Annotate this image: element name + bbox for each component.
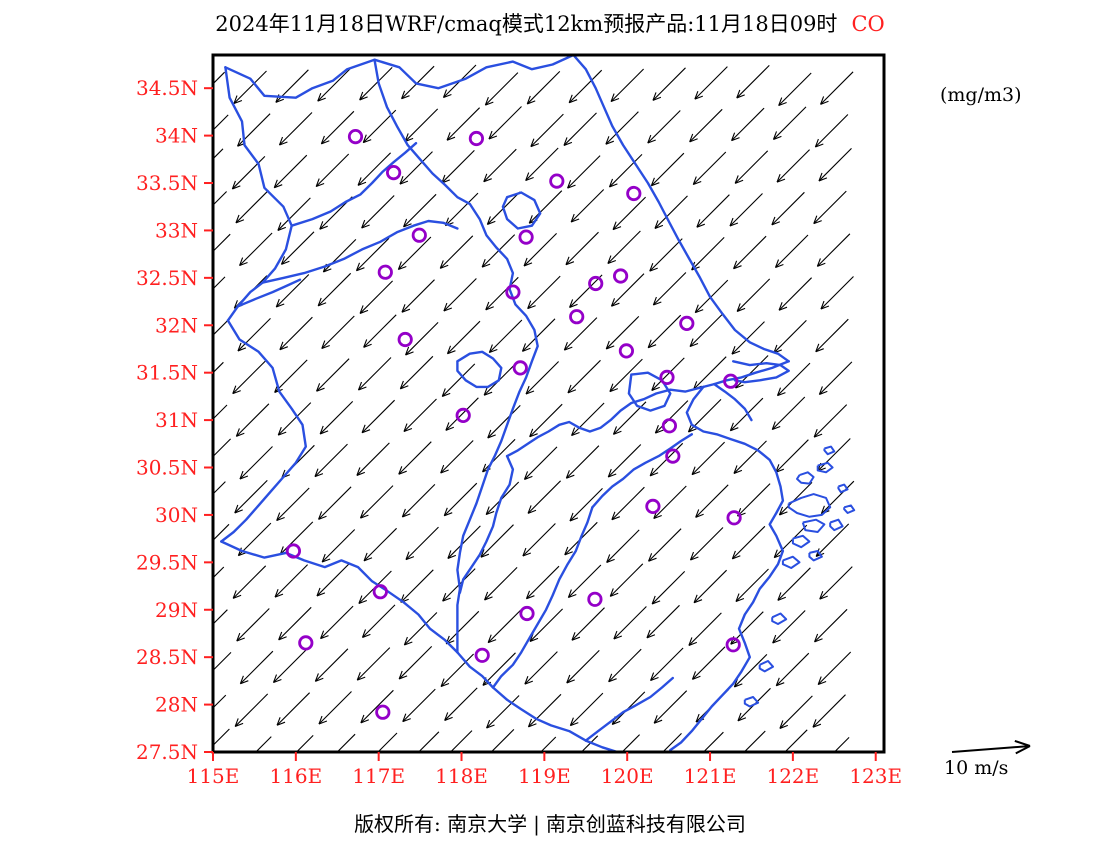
x-axis-tick-label: 121E (684, 764, 737, 788)
station-marker (645, 498, 661, 514)
station-marker (587, 591, 603, 607)
footer-company: 南京创蓝科技有限公司 (545, 812, 746, 836)
station-marker (659, 369, 675, 385)
station-marker (569, 309, 585, 325)
station-marker (468, 130, 484, 147)
station-marker (723, 373, 739, 389)
station-marker (665, 448, 681, 464)
y-axis-tick-label: 28N (155, 693, 198, 717)
y-axis-tick-label: 32.5N (136, 266, 198, 290)
station-marker (726, 510, 742, 526)
y-axis-tick-label: 31N (155, 408, 198, 432)
province-boundary-layer (220, 55, 856, 752)
station-marker (626, 185, 642, 202)
y-axis-tick-label: 28.5N (136, 645, 198, 669)
plot-frame-layer (204, 53, 886, 761)
station-marker (377, 264, 393, 280)
footer-copyright: 版权所有: 南京大学 | 南京创蓝科技有限公司 (0, 808, 1100, 837)
y-axis-tick-label: 30N (155, 503, 198, 527)
page-title: 2024年11月18日WRF/cmaq模式12km预报产品:11月18日09时 C… (0, 8, 1100, 38)
station-marker (397, 331, 413, 348)
x-axis-tick-label: 115E (187, 764, 240, 788)
y-axis-tick-label: 34N (155, 124, 198, 148)
station-marker (372, 584, 388, 600)
station-marker (298, 635, 314, 651)
station-marker (618, 343, 635, 359)
y-axis-labels: 27.5N 28N 28.5N 29N 29.5N 30N 30.5N 31N 31.5N 32N… (136, 76, 198, 764)
x-axis-tick-label: 117E (352, 764, 405, 788)
station-marker (411, 227, 427, 243)
x-axis-tick-label: 123E (849, 764, 902, 788)
y-axis-tick-label: 29N (155, 598, 198, 622)
station-marker (474, 647, 490, 663)
station-marker (375, 704, 391, 720)
footer-owner: 版权所有: 南京大学 (354, 812, 528, 836)
wind-scale-arrow (951, 739, 1031, 755)
station-marker (385, 165, 402, 181)
wind-scale-label: 10 m/s (944, 757, 1009, 779)
title-main-text: 2024年11月18日WRF/cmaq模式12km预报产品:11月18日09时 (215, 12, 838, 36)
x-axis-tick-label: 119E (518, 764, 571, 788)
title-species-text: CO (851, 12, 885, 36)
footer-separator: | (533, 812, 540, 836)
station-marker (661, 418, 678, 434)
station-marker (519, 605, 535, 622)
station-marker (512, 360, 528, 376)
x-axis-tick-label: 122E (766, 764, 819, 788)
station-marker (455, 407, 471, 423)
x-axis-tick-label: 118E (435, 764, 488, 788)
y-axis-tick-label: 33N (155, 218, 198, 242)
station-marker-layer (285, 129, 742, 720)
wind-vector-layer (213, 64, 855, 752)
y-axis-tick-label: 31.5N (136, 361, 198, 385)
x-axis-tick-label: 116E (269, 764, 322, 788)
station-marker (285, 543, 301, 559)
station-marker (725, 637, 741, 653)
station-marker (505, 284, 521, 300)
y-axis-tick-label: 27.5N (136, 740, 198, 764)
station-marker (588, 275, 604, 292)
y-axis-tick-label: 32N (155, 313, 198, 337)
y-axis-tick-label: 30.5N (136, 456, 198, 480)
station-marker (679, 315, 695, 331)
x-axis-tick-label: 120E (601, 764, 654, 788)
y-axis-tick-label: 29.5N (136, 550, 198, 574)
y-axis-tick-label: 34.5N (136, 76, 198, 100)
station-marker (612, 268, 629, 284)
y-axis-tick-label: 33.5N (136, 171, 198, 195)
station-marker (518, 229, 534, 245)
unit-label: (mg/m3) (940, 84, 1022, 106)
station-marker (549, 173, 565, 189)
station-marker (347, 129, 364, 145)
x-axis-labels: 115E 116E 117E 118E 119E 120E 121E 122E 123E (187, 764, 902, 788)
